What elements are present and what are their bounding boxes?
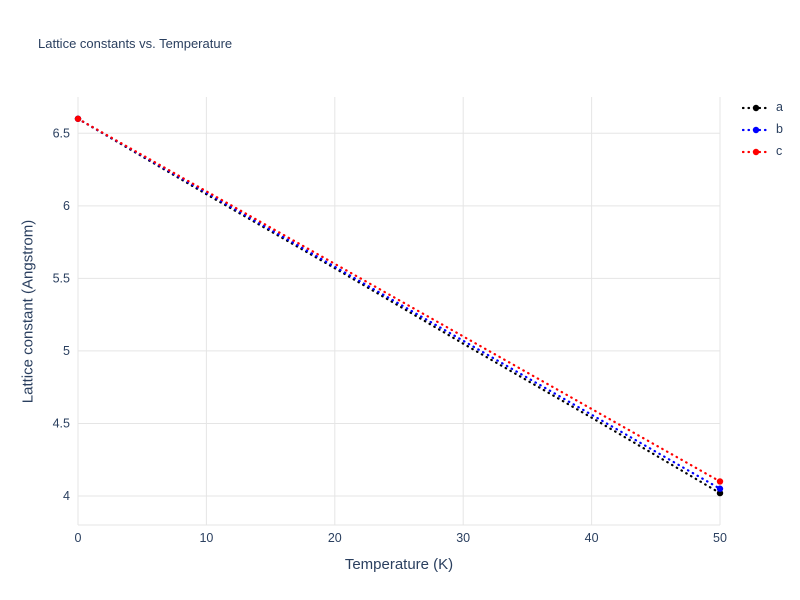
series-line-c: [76, 117, 722, 483]
y-tick-labels: 4 4.5 5 5.5 6 6.5: [53, 126, 70, 503]
legend-item-b[interactable]: b: [742, 122, 783, 137]
legend-label-a: a: [776, 100, 783, 114]
y-tick-label: 6.5: [53, 126, 70, 140]
legend-item-a[interactable]: a: [742, 100, 783, 115]
legend-label-c: c: [776, 144, 783, 158]
series-line-b: [76, 117, 722, 490]
y-tick-label: 6: [63, 199, 70, 213]
x-tick-label: 50: [713, 531, 727, 545]
series-endpoint-marker-c: [716, 478, 724, 485]
series-c: [74, 115, 724, 485]
chart-title: Lattice constants vs. Temperature: [38, 36, 233, 51]
y-tick-label: 5.5: [53, 271, 70, 285]
series-endpoint-marker-c: [74, 115, 82, 122]
legend-line-marker-a: [742, 104, 770, 111]
gridlines: [77, 97, 721, 525]
series-b: [74, 115, 724, 492]
x-axis-title: Temperature (K): [344, 556, 454, 573]
x-tick-label: 0: [75, 531, 82, 545]
y-axis-title: Lattice constant (Angstrom): [19, 219, 37, 404]
axis-lines: [77, 97, 720, 526]
x-tick-label: 20: [328, 531, 342, 545]
legend-line-marker-b: [742, 126, 770, 133]
y-tick-label: 5: [63, 344, 70, 358]
legend-label-b: b: [776, 122, 783, 136]
legend-line-marker-c: [742, 148, 770, 155]
x-tick-label: 10: [199, 531, 213, 545]
x-tick-label: 30: [456, 531, 470, 545]
y-tick-label: 4: [63, 489, 70, 503]
series-endpoint-marker-b: [716, 485, 724, 492]
series-a: [74, 115, 724, 497]
legend-item-c[interactable]: c: [742, 144, 783, 159]
x-tick-label: 40: [585, 531, 599, 545]
series-line-a: [76, 117, 722, 495]
x-tick-labels: 0 10 20 30 40 50: [75, 531, 727, 545]
y-tick-label: 4.5: [53, 416, 70, 430]
